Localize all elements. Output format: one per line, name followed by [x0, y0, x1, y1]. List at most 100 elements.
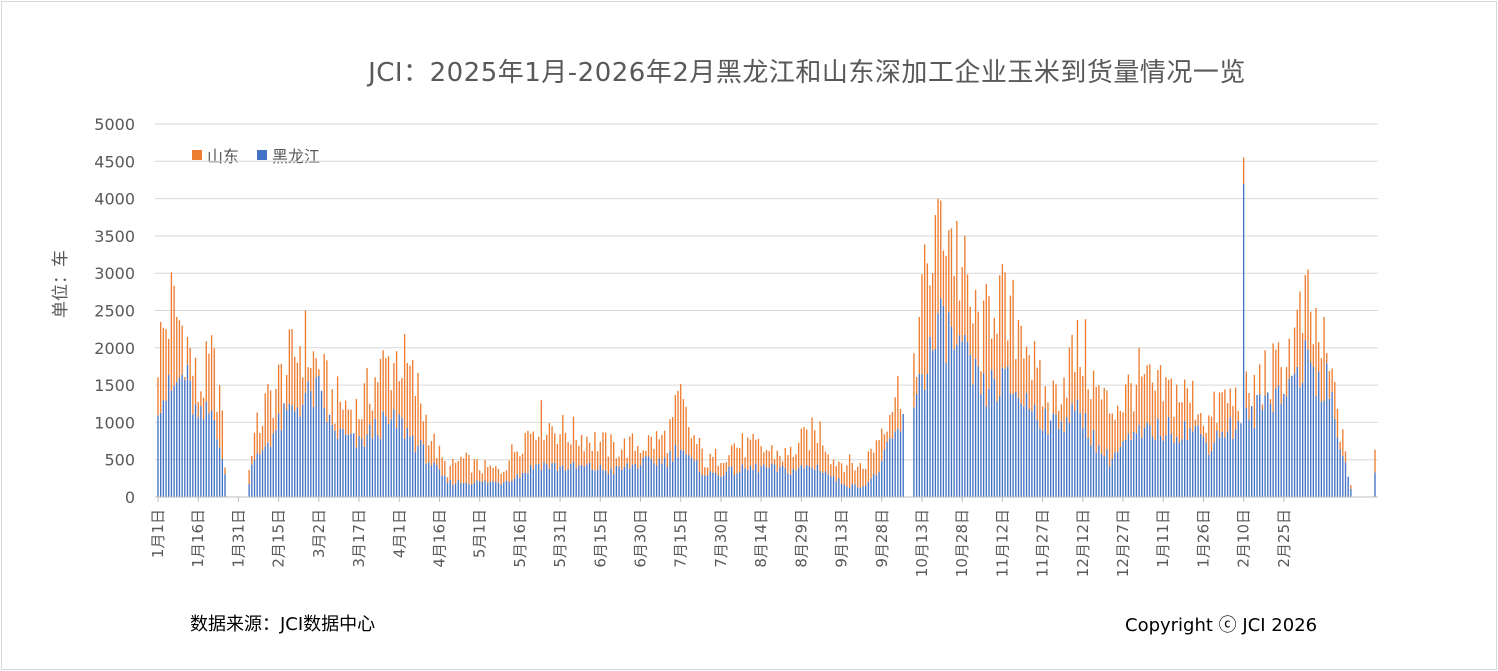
bar-heilongjiang	[757, 472, 760, 497]
bar-heilongjiang	[698, 471, 701, 497]
bar-heilongjiang	[160, 412, 162, 497]
bar-shandong	[840, 463, 843, 484]
bar-shandong	[465, 452, 467, 483]
bar-heilongjiang	[956, 344, 958, 497]
bar-shandong	[1031, 379, 1033, 412]
bar-heilongjiang	[1326, 363, 1328, 497]
bar-heilongjiang	[800, 464, 803, 497]
bar-heilongjiang	[982, 373, 985, 497]
bar-heilongjiang	[444, 475, 446, 497]
bar-heilongjiang	[690, 457, 693, 497]
bar-shandong	[1226, 403, 1229, 432]
bar-heilongjiang	[972, 384, 974, 497]
bar-shandong	[755, 439, 757, 464]
bar-shandong	[1229, 388, 1231, 418]
bar-heilongjiang	[516, 474, 518, 497]
bar-shandong	[964, 235, 966, 335]
bar-heilongjiang	[524, 472, 526, 497]
bar-shandong	[1234, 387, 1237, 430]
bar-shandong	[184, 377, 186, 380]
bar-heilongjiang	[320, 390, 323, 497]
bar-shandong	[674, 394, 677, 445]
bar-heilongjiang	[492, 481, 494, 497]
bar-shandong	[441, 457, 443, 476]
bar-shandong	[623, 438, 626, 468]
bar-heilongjiang	[564, 470, 567, 497]
bar-heilongjiang	[1170, 433, 1172, 497]
bar-shandong	[1084, 319, 1087, 413]
bar-shandong	[618, 456, 620, 467]
bar-shandong	[1299, 291, 1301, 388]
bar-shandong	[781, 461, 784, 466]
bar-heilongjiang	[1312, 366, 1315, 497]
bar-shandong	[1044, 386, 1046, 409]
bar-shandong	[382, 350, 384, 412]
bar-heilongjiang	[1114, 452, 1116, 497]
bar-heilongjiang	[851, 484, 853, 497]
bar-shandong	[596, 451, 599, 470]
bar-heilongjiang	[567, 468, 569, 497]
bar-heilongjiang	[634, 463, 636, 497]
bar-shandong	[661, 434, 663, 464]
bar-shandong	[264, 393, 266, 447]
bar-heilongjiang	[575, 468, 577, 497]
bar-heilongjiang	[462, 483, 465, 497]
bar-shandong	[497, 469, 500, 483]
bar-shandong	[763, 452, 765, 465]
bar-shandong	[1165, 377, 1167, 436]
bar-shandong	[789, 446, 792, 475]
bar-heilongjiang	[248, 483, 250, 497]
bar-shandong	[1224, 389, 1226, 438]
bar-heilongjiang	[379, 439, 382, 497]
bar-shandong	[891, 411, 894, 439]
bar-shandong	[202, 397, 205, 420]
bar-heilongjiang	[1334, 418, 1336, 497]
bar-heilongjiang	[631, 464, 634, 497]
bar-heilongjiang	[1251, 406, 1253, 497]
bar-heilongjiang	[594, 470, 596, 497]
bar-heilongjiang	[773, 464, 776, 497]
bar-heilongjiang	[519, 477, 521, 497]
bar-shandong	[369, 403, 371, 425]
x-tick-label: 2月10日	[1235, 509, 1253, 568]
bar-heilongjiang	[1221, 431, 1223, 497]
bar-heilongjiang	[840, 483, 843, 497]
bar-shandong	[848, 454, 851, 489]
bar-shandong	[1098, 385, 1100, 446]
bar-heilongjiang	[768, 467, 770, 497]
bar-shandong	[1374, 449, 1376, 473]
bar-shandong	[446, 477, 449, 484]
bar-heilongjiang	[328, 414, 331, 497]
bar-shandong	[355, 398, 358, 448]
bar-heilongjiang	[1036, 420, 1038, 497]
bar-shandong	[473, 459, 475, 483]
bar-shandong	[875, 440, 878, 476]
bar-heilongjiang	[1141, 437, 1143, 497]
bar-heilongjiang	[275, 430, 277, 497]
bar-heilongjiang	[1218, 437, 1221, 497]
bar-heilongjiang	[784, 468, 786, 497]
bar-heilongjiang	[897, 428, 899, 497]
bar-shandong	[414, 396, 417, 453]
bar-heilongjiang	[216, 439, 218, 497]
bar-heilongjiang	[353, 433, 355, 497]
bar-shandong	[744, 457, 746, 469]
bar-heilongjiang	[693, 460, 695, 497]
bar-shandong	[642, 450, 644, 458]
bar-shandong	[1339, 441, 1341, 450]
bar-shandong	[495, 466, 497, 482]
bar-shandong	[739, 448, 741, 473]
bar-heilongjiang	[865, 485, 867, 497]
bar-heilongjiang	[1103, 456, 1105, 497]
bar-shandong	[200, 391, 202, 407]
bar-heilongjiang	[706, 475, 709, 497]
bar-shandong	[1020, 325, 1022, 404]
bar-shandong	[1041, 406, 1044, 431]
bar-heilongjiang	[923, 390, 926, 497]
bar-heilongjiang	[806, 465, 808, 497]
bar-heilongjiang	[1138, 425, 1140, 497]
bar-shandong	[918, 316, 920, 375]
bar-shandong	[580, 435, 583, 466]
